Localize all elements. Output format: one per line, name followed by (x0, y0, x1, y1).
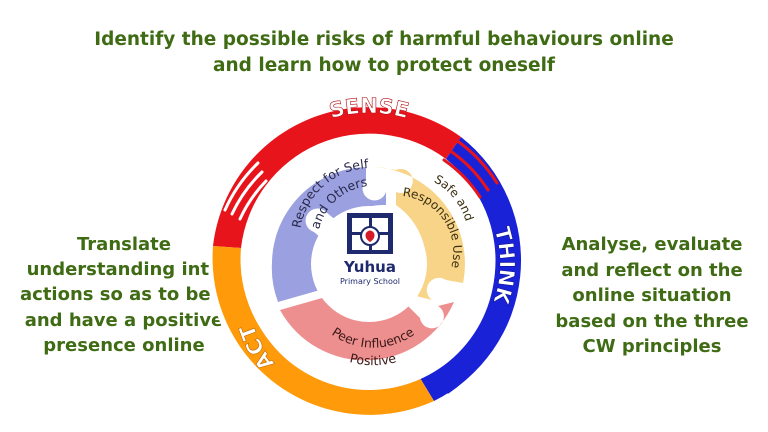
school-crest-icon (347, 213, 393, 254)
act-brush-streaks (436, 329, 497, 394)
act-caption-line-2: understanding into (26, 259, 222, 281)
top-caption-line-1: Identify the possible risks of harmful b… (94, 29, 674, 50)
think-caption-line-4: based on the three (555, 310, 749, 332)
respect-puzzle-piece (271, 167, 386, 302)
think-caption-line-1: Analyse, evaluate (561, 234, 743, 255)
safe-puzzle-piece (376, 167, 465, 300)
think-ring-segment (420, 137, 522, 401)
act-caption: Translate understanding into actions so … (20, 232, 260, 358)
school-subtitle: Primary School (340, 277, 400, 286)
act-caption-line-1: Translate (77, 234, 171, 255)
act-caption-line-4: and have a positive (24, 309, 224, 331)
think-caption-line-2: and reflect on the (561, 259, 743, 281)
act-ring-segment (212, 246, 434, 415)
sense-ring-segment (213, 107, 461, 248)
think-caption-line-5: CW principles (582, 336, 722, 358)
think-caption-line-3: online situation (572, 285, 732, 307)
peer-label-line-2: Positive (348, 350, 397, 368)
think-brush-streaks (442, 138, 499, 199)
act-caption-line-5: presence online (43, 334, 205, 356)
logo-backdrop (311, 206, 427, 322)
think-caption: Analyse, evaluate and reflect on the onl… (553, 232, 751, 360)
peer-puzzle-piece (280, 298, 454, 361)
act-caption-line-3: actions so as to be safe (20, 284, 260, 306)
top-caption: Identify the possible risks of harmful b… (0, 27, 768, 80)
top-caption-line-2: and learn how to protect oneself (213, 55, 555, 77)
sense-brush-streaks (223, 161, 268, 221)
think-label: THINK (488, 224, 518, 307)
school-name: Yuhua (343, 258, 396, 276)
